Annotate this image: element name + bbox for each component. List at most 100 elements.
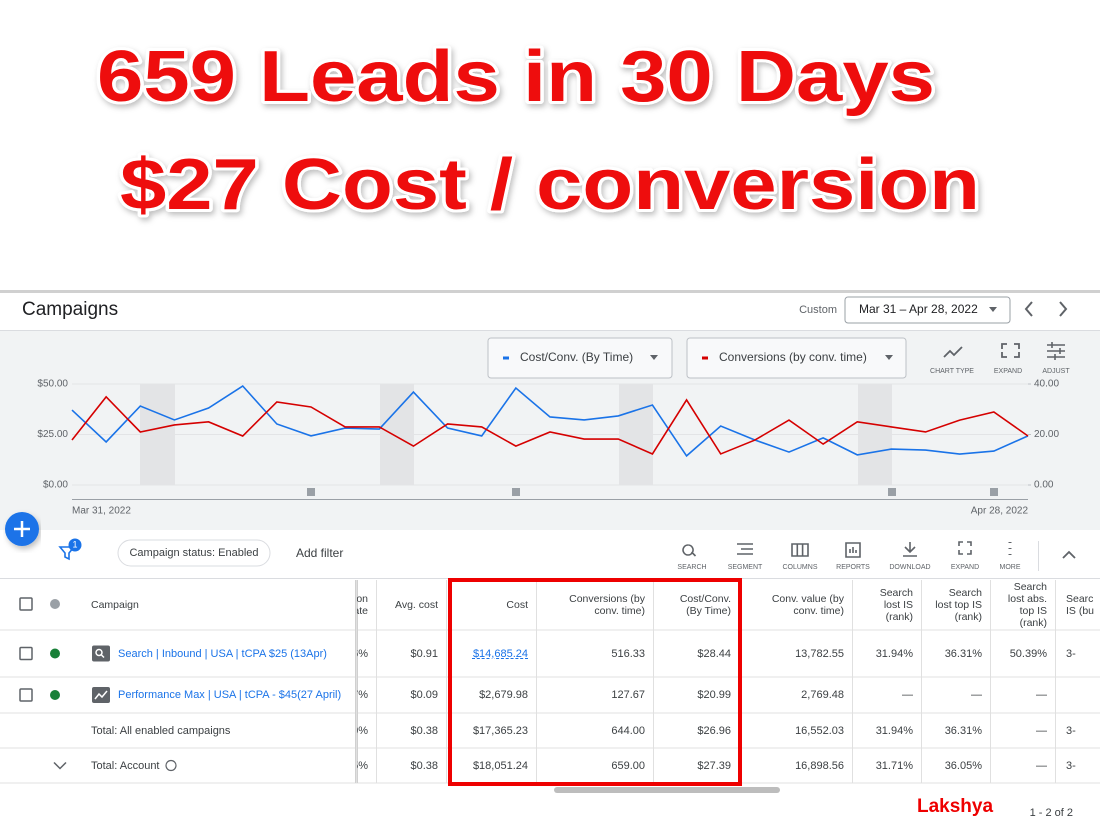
checkbox bbox=[19, 646, 33, 661]
date-range[interactable]: Mar 31 – Apr 28, 2022 bbox=[859, 302, 978, 316]
table-cell: 659.00 bbox=[537, 748, 654, 783]
legend-label: Cost/Conv. (By Time) bbox=[520, 350, 633, 364]
status-dot bbox=[50, 648, 60, 659]
table-cell: $0.09 bbox=[377, 677, 447, 713]
table-cell: — bbox=[922, 677, 991, 713]
legend-label: Conversions (by conv. time) bbox=[719, 350, 867, 364]
table-cell: 31.94% bbox=[853, 630, 922, 677]
table-cell: — bbox=[991, 748, 1056, 783]
filter-chip[interactable] bbox=[117, 539, 271, 567]
metric-selector[interactable] bbox=[686, 337, 907, 379]
column-header: Campaign bbox=[75, 580, 357, 630]
table-cell: 36.31% bbox=[922, 630, 991, 677]
table-cell: 0% bbox=[357, 713, 377, 748]
divider bbox=[0, 578, 1100, 579]
table-cell: — bbox=[991, 677, 1056, 713]
y2-tick-label: 20.00 bbox=[1034, 429, 1059, 440]
icon bbox=[1047, 342, 1065, 360]
table-cell: 3- bbox=[1056, 713, 1100, 748]
column-header: Cost bbox=[447, 580, 537, 630]
status-dot bbox=[50, 599, 60, 609]
icon bbox=[95, 648, 105, 659]
table-cell: $2,679.98 bbox=[447, 677, 537, 713]
table-cell[interactable]: $14,685.24 bbox=[447, 630, 537, 677]
toolbar-icon bbox=[682, 544, 697, 557]
table-cell: 13,782.55 bbox=[740, 630, 853, 677]
table-cell: $0.38 bbox=[377, 713, 447, 748]
date-picker[interactable] bbox=[844, 296, 1011, 324]
expand-chevron bbox=[53, 761, 67, 770]
table-cell: 16,552.03 bbox=[740, 713, 853, 748]
toolbar-icon bbox=[845, 542, 861, 558]
banner-line: 659 Leads in 30 Days bbox=[97, 37, 935, 117]
table-cell: $0.91 bbox=[377, 630, 447, 677]
table-cell: $26.96 bbox=[654, 713, 740, 748]
table-cell: 16,898.56 bbox=[740, 748, 853, 783]
table-cell: 36.05% bbox=[922, 748, 991, 783]
series-line bbox=[71, 395, 1029, 455]
checkbox bbox=[19, 597, 33, 611]
y-tick-label: $25.00 bbox=[37, 429, 68, 440]
add-filter[interactable]: Add filter bbox=[296, 546, 343, 560]
y-tick-label: $50.00 bbox=[37, 379, 68, 390]
next-button[interactable] bbox=[1059, 301, 1068, 317]
pagination: 1 - 2 of 2 bbox=[1030, 807, 1073, 819]
table-cell: 2,769.48 bbox=[740, 677, 853, 713]
toolbar-label: SEARCH bbox=[677, 564, 706, 571]
table-cell: 31.71% bbox=[853, 748, 922, 783]
table-cell: Total: All enabled campaigns bbox=[75, 713, 357, 748]
divider bbox=[1038, 541, 1039, 571]
column-header: Search lost top IS (rank) bbox=[922, 580, 991, 630]
collapse-button[interactable] bbox=[1062, 550, 1076, 559]
x-tick-label: Mar 31, 2022 bbox=[72, 506, 131, 517]
icon bbox=[94, 690, 108, 700]
toolbar-icon bbox=[903, 542, 917, 557]
table-cell: — bbox=[853, 677, 922, 713]
table-cell: 7% bbox=[357, 677, 377, 713]
table-cell: 127.67 bbox=[537, 677, 654, 713]
filter-chip-label[interactable]: Campaign status: Enabled bbox=[129, 547, 258, 559]
table-cell: $28.44 bbox=[654, 630, 740, 677]
table-cell: $27.39 bbox=[654, 748, 740, 783]
table-cell: 36.31% bbox=[922, 713, 991, 748]
x-tick-label: Apr 28, 2022 bbox=[971, 506, 1029, 517]
table-cell: 31.94% bbox=[853, 713, 922, 748]
toolbar-label: CHART TYPE bbox=[930, 368, 974, 375]
table-cell: — bbox=[991, 713, 1056, 748]
filter-count: 1 bbox=[72, 539, 77, 549]
column-header: Search lost abs. top IS (rank) bbox=[991, 580, 1056, 630]
column-header: Avg. cost bbox=[377, 580, 447, 630]
toolbar-label: MORE bbox=[1000, 564, 1021, 571]
toolbar-icon bbox=[791, 543, 809, 557]
table-cell: 5% bbox=[357, 748, 377, 783]
toolbar-label: REPORTS bbox=[836, 564, 870, 571]
timeline bbox=[72, 499, 1028, 500]
range-label: Custom bbox=[799, 304, 837, 316]
icon bbox=[14, 521, 30, 537]
toolbar-label: ADJUST bbox=[1042, 368, 1070, 375]
table-cell[interactable]: Performance Max | USA | tCPA - $45(27 Ap… bbox=[75, 677, 357, 713]
table-cell: $0.38 bbox=[377, 748, 447, 783]
toolbar-label: EXPAND bbox=[951, 564, 979, 571]
table-cell: 3- bbox=[1056, 748, 1100, 783]
table-cell: 50.39% bbox=[991, 630, 1056, 677]
scrollbar[interactable] bbox=[554, 787, 780, 793]
y-tick-label: $0.00 bbox=[43, 480, 68, 491]
table-cell: 516.33 bbox=[537, 630, 654, 677]
table-cell: Total: Account bbox=[75, 748, 357, 783]
annotation-markers bbox=[307, 488, 998, 496]
prev-button[interactable] bbox=[1024, 301, 1033, 317]
metric-selector[interactable] bbox=[487, 337, 673, 379]
table-cell: $17,365.23 bbox=[447, 713, 537, 748]
screen-edge bbox=[0, 290, 1100, 293]
toolbar-label: COLUMNS bbox=[782, 564, 817, 571]
status-dot bbox=[50, 690, 60, 700]
table-cell[interactable]: Search | Inbound | USA | tCPA $25 (13Apr… bbox=[75, 630, 357, 677]
toolbar-icon bbox=[958, 541, 972, 555]
icon bbox=[943, 346, 963, 358]
table-cell: 3- bbox=[1056, 630, 1100, 677]
column-header: Searc IS (bu bbox=[1056, 580, 1100, 630]
divider bbox=[0, 330, 1100, 331]
toolbar-label: SEGMENT bbox=[728, 564, 763, 571]
